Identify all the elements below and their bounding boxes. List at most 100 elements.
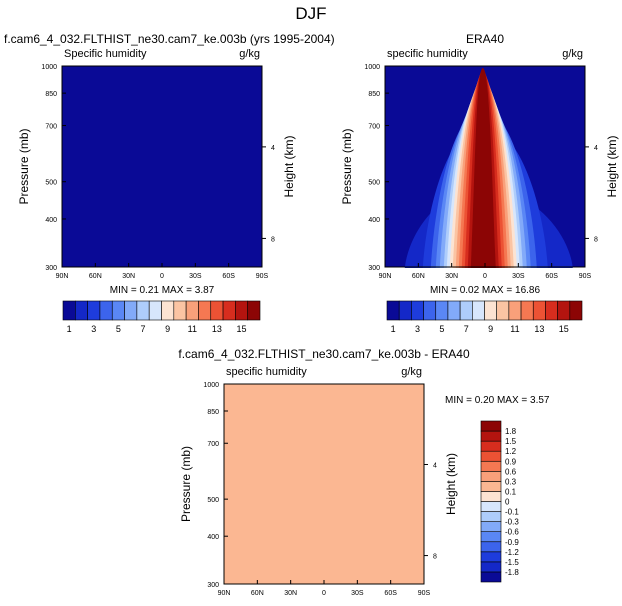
y-tick-label: 700 [368, 124, 380, 131]
colorbar-swatch [136, 300, 150, 321]
contour-fill [62, 66, 262, 267]
x-tick-label: 60S [545, 273, 558, 280]
panel-title: f.cam6_4_032.FLTHIST_ne30.cam7_ke.003b -… [178, 347, 470, 361]
colorbar-swatch [111, 300, 125, 321]
colorbar-swatch [480, 521, 502, 532]
y-tick-label: 1000 [41, 64, 57, 71]
height-tick-label: 8 [594, 236, 598, 243]
panel-1: f.cam6_4_032.FLTHIST_ne30.cam7_ke.003b (… [4, 32, 335, 334]
colorbar-swatch [480, 551, 502, 563]
colorbar-label: 1 [391, 324, 396, 334]
y-tick-label: 500 [45, 180, 57, 187]
x-tick-label: 30N [284, 590, 297, 597]
units-label: g/kg [562, 48, 583, 60]
y-tick-label: 700 [207, 441, 219, 448]
colorbar-swatch [222, 300, 236, 321]
height-tick-label: 8 [271, 236, 275, 243]
contour-fill [224, 384, 424, 584]
x-tick-label: 60S [384, 590, 397, 597]
field-name-label: specific humidity [387, 48, 468, 60]
height-tick-label: 8 [433, 554, 437, 561]
figure-title: DJF [295, 4, 327, 23]
x-tick-label: 0 [322, 590, 326, 597]
panel-2: ERA40 specific humidity g/kg 90N 60N 30N 0 30S 6… [340, 32, 619, 334]
x-tick-label: 90N [218, 590, 231, 597]
colorbar-label: 15 [237, 324, 247, 334]
x-tick-label: 0 [160, 273, 164, 280]
colorbar-swatch [62, 300, 76, 321]
colorbar-label: 0.9 [505, 457, 517, 466]
x-tick-label: 60N [89, 273, 102, 280]
panel-title: ERA40 [466, 32, 504, 46]
colorbar-label: 11 [188, 324, 197, 334]
colorbar-label: -0.1 [505, 508, 519, 517]
colorbar-swatch [247, 300, 261, 321]
colorbar-label: 13 [212, 324, 222, 334]
colorbar-swatch [480, 491, 502, 502]
panel-title: f.cam6_4_032.FLTHIST_ne30.cam7_ke.003b (… [4, 32, 335, 46]
colorbar-label: 15 [559, 324, 569, 334]
y-tick-label: 850 [207, 409, 219, 416]
colorbar-label: 13 [534, 324, 544, 334]
colorbar-swatch [198, 300, 212, 321]
colorbar-swatch [386, 300, 400, 321]
y-tick-label: 1000 [203, 382, 219, 389]
colorbar-swatch [520, 300, 534, 321]
height-tick-label: 4 [594, 145, 598, 152]
colorbar-swatch [532, 300, 546, 321]
y-tick-label: 300 [368, 265, 380, 272]
colorbar-label: 0.1 [505, 487, 517, 496]
field-name-label: Specific humidity [64, 48, 147, 60]
colorbar-swatch [480, 571, 502, 583]
colorbar-swatch [480, 541, 502, 553]
colorbar-label: 3 [91, 324, 96, 334]
y-tick-label: 300 [45, 265, 57, 272]
y-tick-label: 400 [368, 217, 380, 224]
colorbar-label: -0.6 [505, 528, 519, 537]
colorbar: 1 3 5 7 9 11 13 15 [62, 300, 261, 334]
colorbar-label: 5 [116, 324, 121, 334]
colorbar-swatch [480, 531, 502, 543]
colorbar: 1 3 5 7 9 11 13 15 [386, 300, 583, 334]
colorbar-swatch [484, 300, 497, 321]
y-tick-label: 300 [207, 582, 219, 589]
colorbar-label: 3 [415, 324, 420, 334]
colorbar-label: 9 [165, 324, 170, 334]
x-tick-label: 90S [256, 273, 269, 280]
colorbar-swatch [459, 300, 473, 321]
colorbar-swatch [87, 300, 101, 321]
panel-3: f.cam6_4_032.FLTHIST_ne30.cam7_ke.003b -… [178, 347, 550, 597]
colorbar-swatch [480, 440, 502, 452]
units-label: g/kg [239, 48, 260, 60]
x-tick-label: 30N [445, 273, 458, 280]
colorbar-label: 1.2 [505, 447, 517, 456]
y-axis-title: Pressure (mb) [17, 128, 31, 204]
colorbar-label: 7 [464, 324, 469, 334]
colorbar-label: 1 [67, 324, 72, 334]
y-axis-title: Pressure (mb) [340, 128, 354, 204]
x-tick-label: 30S [512, 273, 525, 280]
y-axis-right-title: Height (km) [605, 135, 619, 197]
colorbar-swatch [124, 300, 138, 321]
colorbar-swatch [557, 300, 571, 321]
colorbar-swatch [472, 300, 485, 321]
colorbar-swatch [480, 501, 502, 512]
colorbar-swatch [545, 300, 558, 321]
colorbar-label: -1.8 [505, 568, 519, 577]
y-tick-label: 1000 [364, 64, 380, 71]
y-axis-right-title: Height (km) [444, 453, 458, 515]
colorbar-swatch [148, 300, 162, 321]
colorbar-label: 9 [488, 324, 493, 334]
x-tick-label: 60N [412, 273, 425, 280]
colorbar-label: 0.3 [505, 477, 517, 486]
colorbar-swatch [398, 300, 412, 321]
colorbar-swatch [161, 300, 175, 321]
colorbar-label: 5 [439, 324, 444, 334]
colorbar-swatch [480, 420, 502, 432]
colorbar-swatch [569, 300, 583, 321]
colorbar-swatch [480, 511, 502, 522]
colorbar-label: -0.3 [505, 518, 519, 527]
y-axis-right-title: Height (km) [282, 135, 296, 197]
colorbar-label: 7 [141, 324, 146, 334]
units-label: g/kg [401, 366, 422, 378]
